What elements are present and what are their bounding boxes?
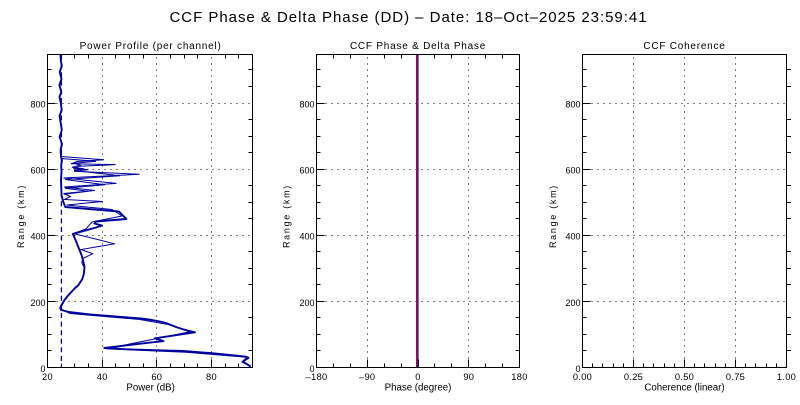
svg-text:0: 0 (40, 364, 45, 374)
svg-text:Coherence (linear): Coherence (linear) (644, 383, 724, 394)
svg-text:Range (km): Range (km) (282, 184, 292, 248)
svg-text:200: 200 (299, 298, 314, 308)
svg-text:200: 200 (30, 298, 45, 308)
svg-text:800: 800 (565, 99, 580, 109)
svg-text:800: 800 (299, 99, 314, 109)
svg-text:–180: –180 (306, 372, 328, 382)
svg-text:Phase (degree): Phase (degree) (385, 383, 452, 394)
svg-text:CCF Phase & Delta Phase: CCF Phase & Delta Phase (350, 41, 486, 52)
svg-text:180: 180 (511, 372, 527, 382)
svg-text:0.50: 0.50 (675, 372, 694, 382)
svg-text:Range (km): Range (km) (548, 184, 558, 248)
svg-text:1.00: 1.00 (777, 372, 796, 382)
svg-text:400: 400 (30, 232, 45, 242)
svg-text:CCF Phase & Delta Phase (DD) –: CCF Phase & Delta Phase (DD) – Date: 18–… (169, 9, 647, 26)
svg-text:60: 60 (151, 372, 162, 382)
svg-text:CCF Coherence: CCF Coherence (643, 41, 725, 52)
svg-text:40: 40 (97, 372, 108, 382)
svg-text:400: 400 (299, 232, 314, 242)
svg-text:–90: –90 (359, 372, 375, 382)
svg-text:0: 0 (309, 364, 314, 374)
svg-text:600: 600 (565, 166, 580, 176)
svg-text:Range (km): Range (km) (16, 184, 26, 248)
svg-text:800: 800 (30, 99, 45, 109)
svg-text:0: 0 (415, 372, 420, 382)
svg-text:80: 80 (206, 372, 217, 382)
svg-text:0.25: 0.25 (624, 372, 643, 382)
svg-text:200: 200 (565, 298, 580, 308)
svg-text:Power Profile (per channel): Power Profile (per channel) (80, 41, 222, 52)
svg-text:400: 400 (565, 232, 580, 242)
svg-text:Power (dB): Power (dB) (126, 383, 174, 394)
svg-text:600: 600 (30, 166, 45, 176)
svg-text:0: 0 (575, 364, 580, 374)
svg-text:90: 90 (463, 372, 474, 382)
svg-text:20: 20 (42, 372, 53, 382)
svg-text:0.75: 0.75 (726, 372, 745, 382)
svg-text:600: 600 (299, 166, 314, 176)
svg-text:0.00: 0.00 (573, 372, 592, 382)
